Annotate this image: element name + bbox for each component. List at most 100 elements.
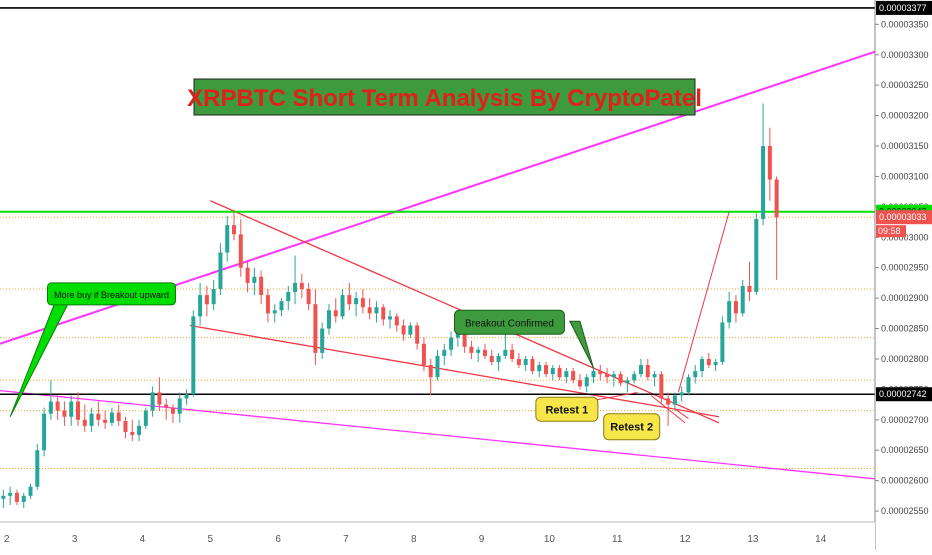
time-axis-background xyxy=(0,522,875,550)
price-tick-label: 0.00003300 xyxy=(881,50,929,60)
candle-body xyxy=(733,301,738,314)
candle-body xyxy=(421,343,426,366)
candle-body xyxy=(747,285,752,293)
candle-body xyxy=(767,146,772,180)
candle-body xyxy=(170,407,175,414)
retest-arrow xyxy=(650,395,686,424)
countdown-label: 09:58 xyxy=(878,226,901,236)
candle-body xyxy=(605,374,610,378)
price-tick-label: 0.00003000 xyxy=(881,232,929,242)
candle-body xyxy=(632,374,637,381)
callout-retest-1: Retest 1 xyxy=(535,396,599,422)
candle-body xyxy=(496,355,501,362)
candle-body xyxy=(157,392,162,405)
candle-body xyxy=(523,358,528,366)
candle-body xyxy=(69,401,74,417)
candle-body xyxy=(564,371,569,378)
time-tick-label: 7 xyxy=(343,534,349,545)
price-tick-label: 0.00003250 xyxy=(881,80,929,90)
candle-body xyxy=(482,349,487,356)
candle-body xyxy=(645,365,650,378)
candle-body xyxy=(489,355,494,362)
candle-body xyxy=(516,358,521,366)
candle-body xyxy=(537,365,542,372)
candle-body xyxy=(265,295,270,314)
price-tick-label: 0.00002900 xyxy=(881,293,929,303)
price-tick-label: 0.00002950 xyxy=(881,263,929,273)
time-tick-label: 13 xyxy=(747,534,759,545)
candle-body xyxy=(503,349,508,356)
candle-body xyxy=(611,374,616,378)
price-tag-support-bg xyxy=(876,387,932,402)
callout-more-buy: More buy if Breakout upward xyxy=(46,282,176,306)
callout-breakout-text: Breakout Confirmed xyxy=(465,318,554,329)
price-tick-label: 0.00002650 xyxy=(881,445,929,455)
price-tag-current: 0.00003033 xyxy=(879,212,927,222)
price-tick-label: 0.00002850 xyxy=(881,324,929,334)
candle-body xyxy=(401,325,406,335)
callout-breakout: Breakout Confirmed xyxy=(453,309,565,335)
candle-body xyxy=(720,322,725,362)
candle-body xyxy=(571,371,576,381)
price-axis-background xyxy=(875,0,932,550)
candle-body xyxy=(48,401,53,414)
price-tick-label: 0.00003100 xyxy=(881,171,929,181)
candle-body xyxy=(109,412,114,423)
candle-body xyxy=(693,371,698,378)
candle-body xyxy=(476,349,481,353)
candle-body xyxy=(286,292,291,302)
candle-body xyxy=(333,310,338,317)
chart-title: XRPBTC Short Term Analysis By CryptoPate… xyxy=(187,85,702,112)
candle-body xyxy=(279,301,284,311)
candle-body xyxy=(774,179,779,218)
price-tick-label: 0.00003350 xyxy=(881,19,929,29)
candle-body xyxy=(408,325,413,335)
candle-body xyxy=(150,392,155,411)
candle-body xyxy=(550,368,555,375)
candle-body xyxy=(164,404,169,408)
trendline-falling-support xyxy=(0,389,876,480)
candle-body xyxy=(455,331,460,338)
candle-body xyxy=(28,486,33,496)
candle-body xyxy=(245,267,250,283)
price-tick-label: 0.00002700 xyxy=(881,415,929,425)
callout-retest-2-text: Retest 2 xyxy=(610,422,653,434)
candle-body xyxy=(577,380,582,387)
chart-title-box: XRPBTC Short Term Analysis By CryptoPate… xyxy=(187,78,702,116)
time-tick-label: 3 xyxy=(72,534,78,545)
time-tick-label: 2 xyxy=(4,534,10,545)
time-tick-label: 12 xyxy=(680,534,692,545)
price-tag-current-bg xyxy=(876,210,932,225)
candle-body xyxy=(191,316,196,395)
candle-body xyxy=(625,380,630,384)
candle-body xyxy=(238,234,243,268)
candle-body xyxy=(761,146,766,220)
candle-body xyxy=(82,419,87,426)
callout-more-buy-box xyxy=(46,282,176,306)
candle-body xyxy=(326,310,331,329)
candle-body xyxy=(218,252,223,289)
candle-body xyxy=(652,374,657,378)
projection-arrow xyxy=(677,211,730,393)
trendline-wedge-bottom xyxy=(189,324,720,418)
candle-body xyxy=(306,288,311,305)
candle-body xyxy=(544,365,549,375)
time-tick-label: 5 xyxy=(207,534,213,545)
price-axis: 0.00002550 0.00002600 0.00002650 0.00002700… xyxy=(874,0,932,550)
candle-body xyxy=(354,298,359,305)
candle-body xyxy=(259,276,264,296)
time-tick-label: 8 xyxy=(411,534,417,545)
candle-body xyxy=(116,412,121,422)
price-tick-label: 0.00002600 xyxy=(881,476,929,486)
candle-body xyxy=(706,358,711,366)
candle-body xyxy=(557,368,562,378)
candle-body xyxy=(35,450,40,487)
candle-body xyxy=(137,425,142,435)
time-tick-label: 10 xyxy=(544,534,556,545)
candle-body xyxy=(462,331,467,347)
candle-body xyxy=(313,304,318,353)
callout-breakout-box xyxy=(453,309,565,335)
candle-body xyxy=(340,295,345,317)
